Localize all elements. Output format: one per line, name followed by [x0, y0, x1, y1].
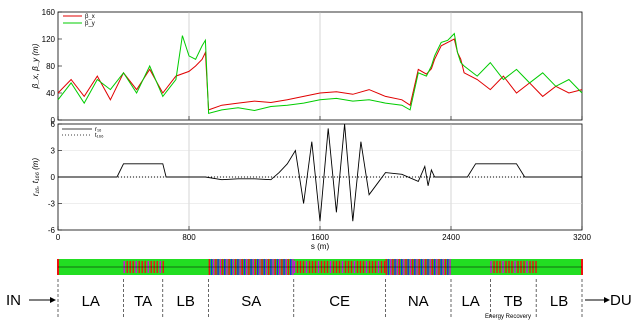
beta-y-line — [57, 32, 583, 114]
legend-beta-x-label: β_x — [85, 14, 95, 20]
beta-y-tick-label: 40 — [46, 89, 55, 98]
beta-y-tick-label: 80 — [46, 62, 55, 71]
beta-grid — [188, 12, 452, 120]
outlet-arrowhead — [604, 297, 610, 303]
inlet-arrowhead — [50, 297, 56, 303]
section-labels: LA TA LB SA CE NA LA TB LB — [57, 279, 583, 318]
dispersion-x-tick-label: 2400 — [442, 233, 460, 242]
dispersion-x-tick-label: 800 — [182, 233, 196, 242]
beta-panel: 0 40 80 120 160 β_x, β_y (m) β_x β_y — [31, 8, 583, 125]
beta-x-tickmarks — [57, 116, 583, 120]
flow-labels: IN DU Energy Recovery — [6, 292, 632, 320]
dispersion-y-tick-label: 3 — [51, 147, 56, 156]
lattice-strip — [57, 259, 583, 275]
section-label: LA — [82, 293, 100, 310]
beta-y-ticks: 0 40 80 120 160 — [42, 8, 62, 125]
dispersion-legend: r₁₆ t₁₆₆ — [62, 127, 104, 139]
dispersion-y-tick-label: 6 — [51, 120, 56, 129]
inlet-label: IN — [6, 292, 21, 309]
dispersion-x-tick-label: 0 — [56, 233, 61, 242]
dispersion-x-axis-label: s (m) — [311, 242, 330, 251]
legend-beta-y-label: β_y — [85, 21, 95, 27]
dispersion-series — [58, 123, 582, 222]
section-label: TA — [134, 293, 152, 310]
energy-recovery-note: Energy Recovery — [485, 314, 531, 320]
outlet-label: DU — [610, 292, 632, 309]
beta-y-tick-label: 120 — [42, 35, 56, 44]
dispersion-y-ticks: -6 -3 0 3 6 — [48, 120, 62, 235]
beta-legend: β_x β_y — [63, 14, 95, 27]
dispersion-y-tick-label: -6 — [48, 226, 56, 235]
r16-line — [58, 123, 582, 222]
dispersion-y-axis-label: r₁₆, t₁₆₆ (m) — [31, 158, 40, 197]
section-label: LB — [177, 293, 195, 310]
dispersion-x-tick-label: 1600 — [311, 233, 329, 242]
dispersion-panel: -6 -3 0 3 6 0 800 1600 2400 3200 r₁₆, t₁₆₆ (m) s… — [31, 120, 591, 251]
dispersion-y-tick-label: -3 — [48, 200, 56, 209]
legend-t166-label: t₁₆₆ — [95, 133, 104, 139]
section-label: LB — [550, 293, 568, 310]
legend-r16-label: r₁₆ — [95, 127, 102, 133]
section-label: LA — [461, 293, 479, 310]
beta-y-tick-label: 0 — [51, 116, 56, 125]
beta-series — [57, 32, 583, 114]
section-label: TB — [504, 293, 523, 310]
dispersion-y-tick-label: 0 — [51, 173, 56, 182]
section-label: NA — [408, 293, 429, 310]
beta-x-line — [57, 38, 583, 111]
section-label: SA — [241, 293, 261, 310]
section-label: CE — [329, 293, 350, 310]
beta-y-tick-label: 160 — [42, 8, 56, 17]
dispersion-x-tick-label: 3200 — [573, 233, 591, 242]
beta-y-axis-label: β_x, β_y (m) — [31, 43, 40, 89]
dispersion-x-ticks: 0 800 1600 2400 3200 — [56, 226, 591, 242]
